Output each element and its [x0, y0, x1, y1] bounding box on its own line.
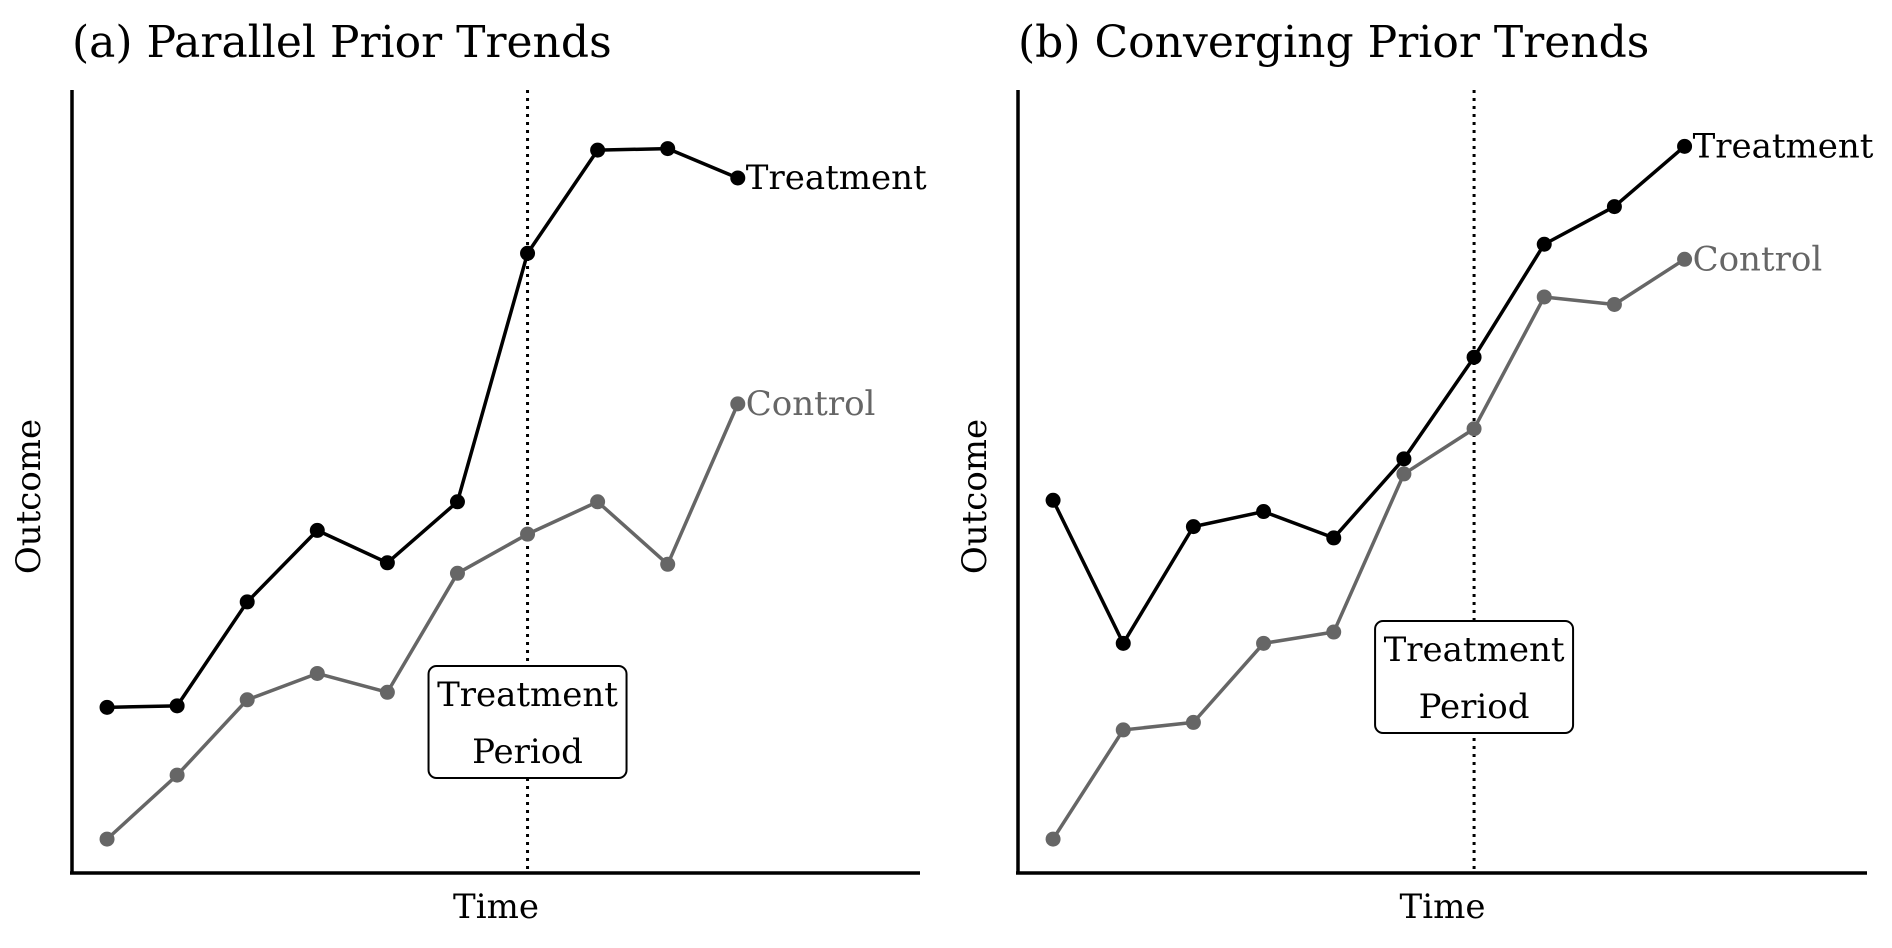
- data-point: [99, 699, 115, 715]
- data-point: [1326, 624, 1342, 640]
- data-point: [1606, 296, 1622, 312]
- data-point: [520, 526, 536, 542]
- data-point: [309, 665, 325, 681]
- panel-parallel-prior-trends: (a) Parallel Prior Trends Time Outcome Trea…: [9, 17, 927, 927]
- series-line: [107, 146, 739, 710]
- data-point: [1115, 635, 1131, 651]
- annotation-line-2: Period: [472, 732, 583, 772]
- y-axis-label: Outcome: [9, 419, 49, 574]
- data-point: [730, 396, 746, 412]
- data-point: [1185, 714, 1201, 730]
- data-point: [1466, 349, 1482, 365]
- data-point: [1045, 831, 1061, 847]
- data-point: [1185, 519, 1201, 535]
- data-point: [239, 692, 255, 708]
- data-point: [379, 555, 395, 571]
- data-point: [1677, 251, 1693, 267]
- data-point: [590, 142, 606, 158]
- treatment-period-annotation: Treatment Period: [427, 665, 628, 779]
- data-point: [730, 170, 746, 186]
- data-point: [590, 494, 606, 510]
- series-line: [105, 403, 740, 841]
- data-point: [1326, 530, 1342, 546]
- data-point: [1256, 635, 1272, 651]
- data-point: [1396, 466, 1412, 482]
- series-treatment: Treatment: [99, 141, 927, 715]
- data-point: [309, 522, 325, 538]
- series-treatment: Treatment: [1045, 126, 1874, 651]
- data-point: [520, 245, 536, 261]
- data-point: [1256, 504, 1272, 520]
- data-point: [660, 141, 676, 157]
- data-point: [1536, 236, 1552, 252]
- treatment-period-annotation: Treatment Period: [1374, 620, 1575, 734]
- series-end-label: Control: [746, 384, 876, 424]
- series-line: [1051, 145, 1686, 646]
- annotation-line-1: Treatment: [437, 675, 618, 715]
- data-point: [239, 594, 255, 610]
- data-point: [169, 698, 185, 714]
- data-point: [1677, 138, 1693, 154]
- data-point: [169, 767, 185, 783]
- annotation-line-1: Treatment: [1384, 630, 1565, 670]
- data-point: [99, 831, 115, 847]
- series-end-label: Treatment: [746, 158, 927, 198]
- data-point: [1606, 199, 1622, 215]
- annotation-box: [1374, 620, 1575, 734]
- data-point: [1115, 722, 1131, 738]
- annotation-box: [427, 665, 628, 779]
- data-point: [1466, 421, 1482, 437]
- chart-title: (b) Converging Prior Trends: [1018, 17, 1649, 68]
- x-axis-label: Time: [1400, 887, 1486, 927]
- data-point: [379, 684, 395, 700]
- data-point: [1396, 451, 1412, 467]
- series-end-label: Treatment: [1693, 126, 1874, 166]
- series-control: Control: [99, 384, 876, 847]
- data-point: [449, 494, 465, 510]
- panel-converging-prior-trends: (b) Converging Prior Trends Time Outcome Tr…: [955, 17, 1874, 927]
- series-end-label: Control: [1693, 239, 1823, 279]
- data-point: [660, 556, 676, 572]
- series-line: [1051, 257, 1686, 841]
- data-point: [449, 565, 465, 581]
- y-axis-label: Outcome: [955, 419, 995, 574]
- data-point: [1045, 492, 1061, 508]
- data-point: [1536, 289, 1552, 305]
- series-control: Control: [1045, 239, 1823, 847]
- annotation-line-2: Period: [1419, 687, 1530, 727]
- x-axis-label: Time: [453, 887, 539, 927]
- chart-title: (a) Parallel Prior Trends: [72, 17, 612, 68]
